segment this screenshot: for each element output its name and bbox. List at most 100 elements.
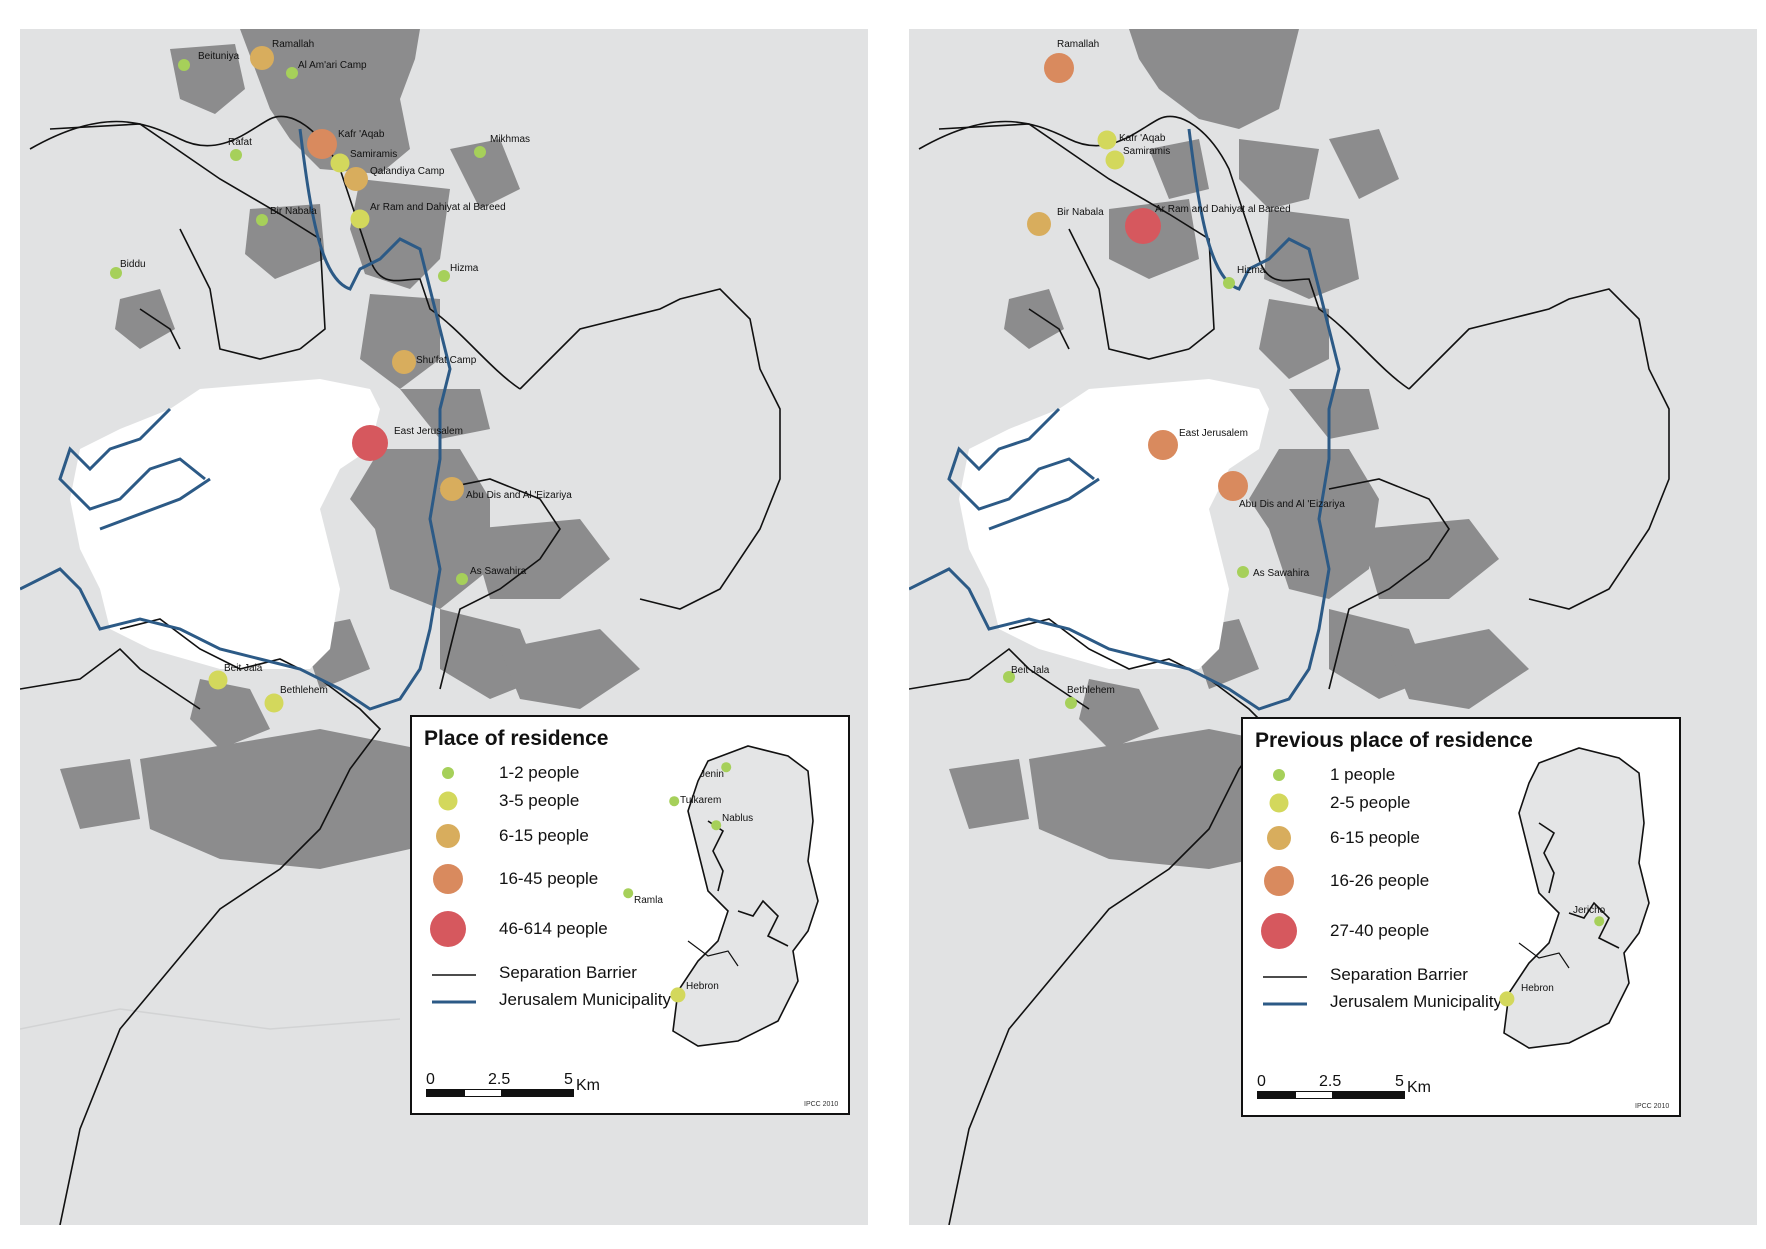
place-marker-hizma [1223,277,1235,289]
inset-marker-hebron [1499,991,1515,1007]
scale-tick-0: 0 [426,1071,435,1088]
legend-label-4: 16-45 people [499,869,599,888]
place-marker-bethlehem [264,693,284,713]
place-label-abu-dis-and-al-eizariya: Abu Dis and Al 'Eizariya [466,490,572,501]
place-label-hizma: Hizma [1237,265,1266,276]
legend-label-5: 27-40 people [1330,921,1430,940]
legend-panel: Previous place of residence 1 people 2-5 … [1241,717,1681,1117]
legend-swatch-4 [433,864,463,894]
place-marker-hizma [438,270,450,282]
place-label-kafr-aqab: Kafr 'Aqab [1119,133,1166,144]
place-marker-rafat [230,149,242,161]
place-label-beituniya: Beituniya [198,51,240,62]
jerusalem-municipality-boundary [20,128,452,711]
inset-label-nablus: Nablus [722,813,754,824]
place-label-hizma: Hizma [450,263,479,274]
place-marker-abu-dis-and-al-eizariya [440,477,464,501]
legend-panel: Place of residence 1-2 people 3-5 people 6… [410,715,850,1115]
inset-label-hebron: Hebron [686,981,719,992]
scale-bar: 0 2.5 5 Km [426,1071,616,1101]
scale-bar: 0 2.5 5 Km [1257,1073,1447,1103]
map-credit: IPCC 2010 [804,1101,839,1108]
scale-tick-2-5: 2.5 [1319,1073,1342,1090]
place-label-bethlehem: Bethlehem [1067,685,1115,696]
place-marker-ar-ram-and-dahiyat-al-bareed [1125,208,1161,244]
legend-swatch-3 [436,824,460,848]
place-label-ar-ram-and-dahiyat-al-bareed: Ar Ram and Dahiyat al Bareed [370,202,506,213]
west-bank-inset-map [1503,747,1650,1049]
legend-swatch-1 [1273,769,1285,781]
place-marker-biddu [110,267,122,279]
place-label-mikhmas: Mikhmas [490,134,531,145]
place-label-as-sawahira: As Sawahira [470,566,527,577]
place-label-bir-nabala: Bir Nabala [1057,207,1104,218]
west-jerusalem-area [959,379,1269,669]
jerusalem-municipality-label: Jerusalem Municipality [1330,992,1502,1011]
place-marker-ramallah [250,46,274,70]
place-label-rafat: Rafat [228,137,252,148]
inset-label-jenin: Jenin [700,769,724,780]
place-label-ar-ram-and-dahiyat-al-bareed: Ar Ram and Dahiyat al Bareed [1155,204,1291,215]
place-marker-mikhmas [474,146,486,158]
place-marker-as-sawahira [456,573,468,585]
inset-label-jericho: Jericho [1573,905,1606,916]
map-place-of-residence: Beituniya Ramallah Al Am'ari Camp Kafr 'Aqa… [20,29,868,1225]
legend-title: Place of residence [424,727,609,750]
place-marker-beit-jala [1003,671,1015,683]
place-marker-kafr-aqab [307,129,337,159]
place-label-shu-fat-camp: Shu'fat Camp [416,355,477,366]
place-marker-ramallah [1044,53,1074,83]
place-label-ramallah: Ramallah [1057,39,1100,50]
place-label-qalandiya-camp: Qalandiya Camp [370,166,445,177]
place-label-bethlehem: Bethlehem [280,685,328,696]
separation-barrier-label: Separation Barrier [499,963,637,982]
scale-tick-2-5: 2.5 [488,1071,511,1088]
place-label-biddu: Biddu [120,259,146,270]
inset-marker-hebron [670,987,686,1003]
place-marker-east-jerusalem [1148,430,1178,460]
place-marker-samiramis [1105,150,1125,170]
inset-marker-jenin [721,762,731,772]
legend-label-5: 46-614 people [499,919,608,938]
place-marker-bethlehem [1065,697,1077,709]
scale-tick-5: 5 [564,1071,573,1088]
inset-label-hebron: Hebron [1521,983,1554,994]
place-marker-samiramis [330,153,350,173]
inset-marker-nablus [711,820,721,830]
west-jerusalem-area [70,379,380,669]
legend-label-1: 1 people [1330,765,1396,784]
legend-swatch-2 [1269,793,1289,813]
scale-tick-0: 0 [1257,1073,1266,1090]
scale-unit: Km [1407,1079,1431,1096]
place-marker-beituniya [178,59,190,71]
place-label-as-sawahira: As Sawahira [1253,568,1310,579]
place-marker-bir-nabala [1027,212,1051,236]
jerusalem-municipality-sample [1263,1002,1307,1006]
place-marker-east-jerusalem [352,425,388,461]
inset-marker-jericho [1594,916,1604,926]
legend-swatch-4 [1264,866,1294,896]
place-marker-shu-fat-camp [392,350,416,374]
place-label-samiramis: Samiramis [1123,146,1171,157]
separation-barrier [918,115,1410,390]
place-label-bir-nabala: Bir Nabala [270,206,317,217]
place-marker-abu-dis-and-al-eizariya [1218,471,1248,501]
place-marker-bir-nabala [256,214,268,226]
place-marker-as-sawahira [1237,566,1249,578]
map-previous-place-of-residence: Ramallah Kafr 'Aqab Samiramis Bir Nabala Ar … [909,29,1757,1225]
legend-label-1: 1-2 people [499,763,580,782]
inset-label-ramla: Ramla [634,895,663,906]
separation-barrier-sample [1263,976,1307,978]
jerusalem-municipality-boundary [909,128,1341,711]
place-marker-qalandiya-camp [344,167,368,191]
scale-unit: Km [576,1077,600,1094]
legend-label-2: 3-5 people [499,791,580,810]
place-label-kafr-aqab: Kafr 'Aqab [338,129,385,140]
inset-marker-tulkarem [669,796,679,806]
place-label-beit-jala: Beit Jala [1011,665,1050,676]
place-label-abu-dis-and-al-eizariya: Abu Dis and Al 'Eizariya [1239,499,1345,510]
inset-marker-ramla [623,888,633,898]
place-label-east-jerusalem: East Jerusalem [394,426,463,437]
place-marker-ar-ram-and-dahiyat-al-bareed [350,209,370,229]
place-marker-kafr-aqab [1097,130,1117,150]
